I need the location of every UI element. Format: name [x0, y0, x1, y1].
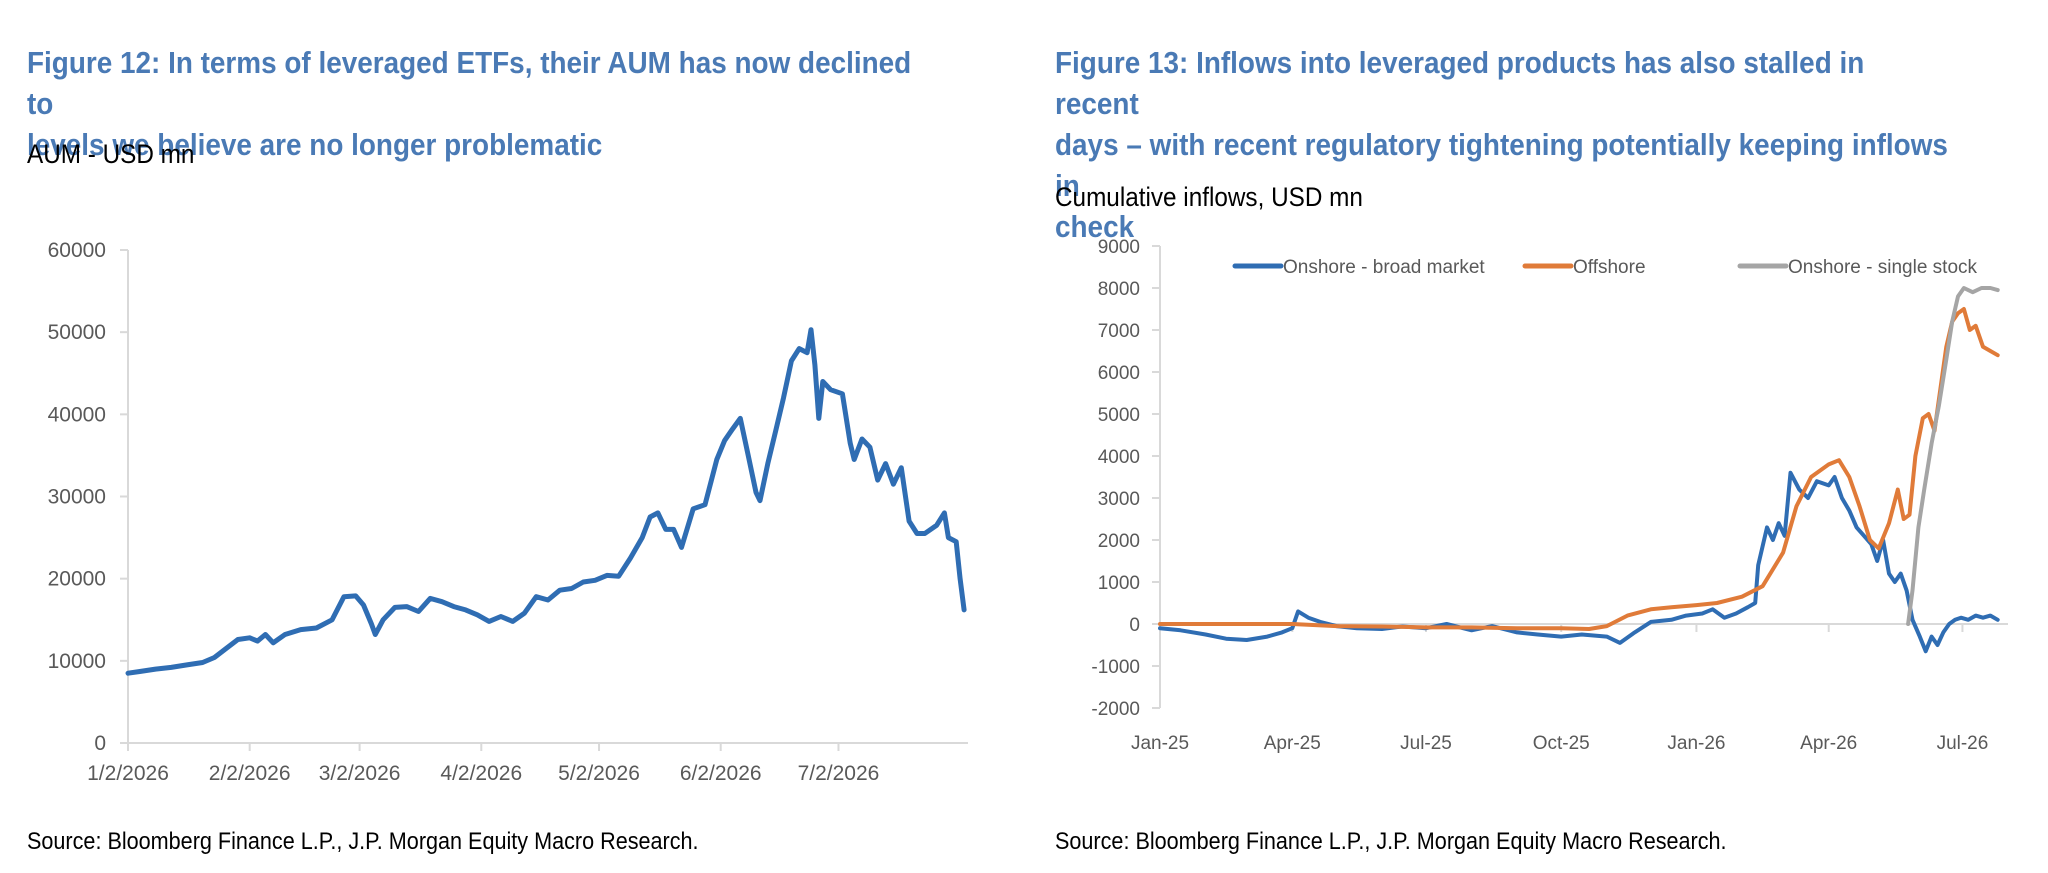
figure-13-x-tick-label: Jan-25 [1131, 733, 1189, 754]
figure-13-x-tick-label: Apr-25 [1264, 733, 1321, 754]
figure-12-y-tick-label: 0 [94, 732, 106, 755]
figure-12-x-tick-label: 1/2/2026 [87, 762, 169, 785]
figure-13-x-axis: Jan-25 Apr-25 Jul-25 Oct-25 Jan-26 Apr-26 Jul-… [1131, 623, 2008, 754]
figure-13-legend: Onshore - broad market Offshore Onshore - … [1232, 257, 1978, 278]
figure-12-y-tick-label: 40000 [48, 403, 106, 426]
figure-13-chart: Onshore - broad market Offshore Onshore - … [1091, 237, 2008, 754]
figure-13-y-tick-label: -1000 [1091, 657, 1140, 678]
figure-13-y-axis: -2000 -1000 0 1000 2000 3000 4000 5000 6000 7000 8… [1091, 237, 1161, 720]
figure-13-x-tick-label: Apr-26 [1800, 733, 1857, 754]
figure-13-y-tick-label: 8000 [1098, 279, 1140, 300]
figure-13-title-line-2: days – with recent regulatory tightening… [1055, 127, 1948, 203]
figure-13-source: Source: Bloomberg Finance L.P., J.P. Mor… [1055, 828, 1727, 855]
figure-13-series [1158, 286, 2000, 654]
figure-13-x-tick-label: Jul-25 [1400, 733, 1452, 754]
figure-13-y-tick-label: 4000 [1098, 447, 1140, 468]
figure-12-title-line-1: Figure 12: In terms of leveraged ETFs, t… [27, 45, 912, 121]
figure-12-y-axis: 0 10000 20000 30000 40000 50000 60000 [48, 239, 129, 755]
figure-13-y-tick-label: -2000 [1091, 699, 1140, 720]
figure-12-subtitle: AUM - USD mn [27, 139, 195, 169]
figure-13-y-tick-label: 7000 [1098, 321, 1140, 342]
figure-13-series-line-offshore [1158, 307, 2000, 631]
figure-13-y-tick-label: 5000 [1098, 405, 1140, 426]
figure-13-x-tick-label: Jan-26 [1667, 733, 1725, 754]
figure-12-x-tick-label: 2/2/2026 [209, 762, 291, 785]
figure-12-series-line-0 [125, 327, 967, 676]
figure-13-series-line-onshore-single-stock [1906, 286, 2000, 626]
figure-13-legend-label: Onshore - broad market [1283, 257, 1485, 278]
figure-12-series [125, 327, 967, 676]
figure-13-y-tick-label: 1000 [1098, 573, 1140, 594]
figure-12-x-tick-label: 6/2/2026 [680, 762, 762, 785]
figure-12-x-tick-label: 4/2/2026 [440, 762, 522, 785]
figure-13-subtitle: Cumulative inflows, USD mn [1055, 182, 1363, 212]
figure-13-x-tick-label: Jul-26 [1937, 733, 1989, 754]
figure-12-x-tick-label: 7/2/2026 [798, 762, 880, 785]
figure-12-y-tick-label: 20000 [48, 568, 106, 591]
figure-12-x-axis: 1/2/2026 2/2/2026 3/2/2026 4/2/2026 5/2/2026… [87, 742, 968, 785]
figure-12-chart: 0 10000 20000 30000 40000 50000 60000 1/2/2026… [48, 239, 968, 785]
figure-12-title-line-2: levels we believe are no longer problema… [27, 127, 603, 162]
figure-13-y-tick-label: 0 [1129, 615, 1140, 636]
figure-12-y-tick-label: 50000 [48, 321, 106, 344]
figure-12-x-tick-label: 5/2/2026 [558, 762, 640, 785]
figure-13-y-tick-label: 3000 [1098, 489, 1140, 510]
figure-12-y-tick-label: 30000 [48, 486, 106, 509]
figure-13-y-tick-label: 6000 [1098, 363, 1140, 384]
figure-13-title: Figure 13: Inflows into leveraged produc… [1055, 42, 1949, 247]
figure-13-y-tick-label: 9000 [1098, 237, 1140, 258]
figure-12-title: Figure 12: In terms of leveraged ETFs, t… [27, 42, 912, 165]
figure-13-x-tick-label: Oct-25 [1533, 733, 1590, 754]
figure-12-source: Source: Bloomberg Finance L.P., J.P. Mor… [27, 828, 699, 855]
figure-12-panel: Figure 12: In terms of leveraged ETFs, t… [0, 0, 1010, 873]
figure-12-x-tick-label: 3/2/2026 [319, 762, 401, 785]
figure-13-y-tick-label: 2000 [1098, 531, 1140, 552]
figure-12-y-tick-label: 10000 [48, 650, 106, 673]
figure-13-legend-label: Offshore [1573, 257, 1646, 278]
figure-13-legend-label: Onshore - single stock [1788, 257, 1978, 278]
figure-13-title-line-3: check [1055, 209, 1135, 244]
figure-12-y-tick-label: 60000 [48, 239, 106, 262]
figure-13-panel: Figure 13: Inflows into leveraged produc… [1040, 0, 2048, 873]
figure-13-title-line-1: Figure 13: Inflows into leveraged produc… [1055, 45, 1865, 121]
